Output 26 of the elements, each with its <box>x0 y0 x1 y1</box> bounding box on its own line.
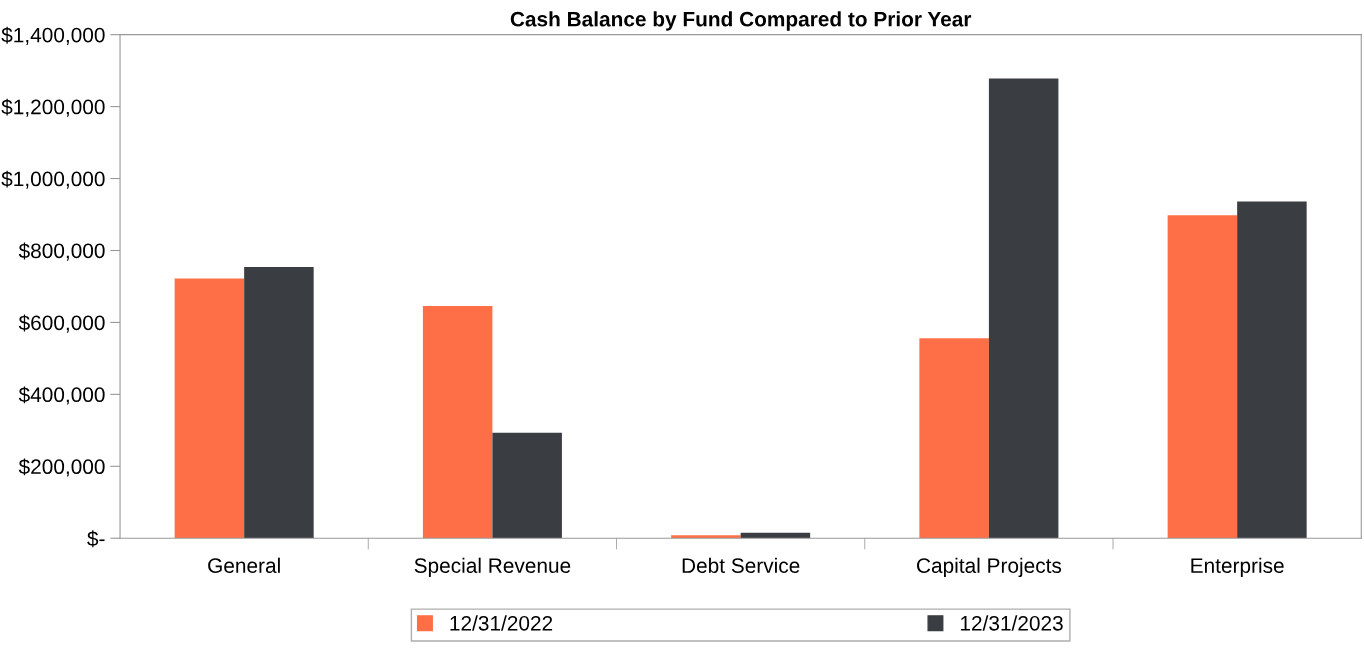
bar <box>422 305 493 539</box>
y-tick-label: $1,200,000 <box>1 98 105 117</box>
x-tick-label: Capital Projects <box>917 557 1062 578</box>
bar <box>919 338 989 539</box>
legend-label: 12/31/2022 <box>450 615 553 631</box>
legend-label: 12/31/2023 <box>960 615 1063 631</box>
y-tick-label: $400,000 <box>18 386 105 405</box>
bar <box>244 267 314 539</box>
y-tick-label: $- <box>87 530 105 548</box>
y-tick-label: $200,000 <box>18 458 105 477</box>
bar <box>1167 215 1238 539</box>
x-tick-label: General <box>208 557 280 573</box>
y-tick-label: $1,400,000 <box>1 26 105 45</box>
bar <box>988 78 1059 539</box>
y-tick-label: $1,000,000 <box>1 170 105 189</box>
bar <box>740 532 811 539</box>
y-tick-label: $600,000 <box>18 314 105 333</box>
x-tick-label: Debt Service <box>682 557 800 573</box>
y-tick-label: $800,000 <box>18 242 105 261</box>
chart-title: Cash Balance by Fund Compared to Prior Year <box>510 11 972 31</box>
x-tick-label: Enterprise <box>1191 557 1284 578</box>
bar <box>1237 201 1307 539</box>
bar <box>671 535 741 539</box>
bar <box>492 432 562 539</box>
bar <box>174 278 245 539</box>
x-tick-label: Special Revenue <box>414 557 571 578</box>
